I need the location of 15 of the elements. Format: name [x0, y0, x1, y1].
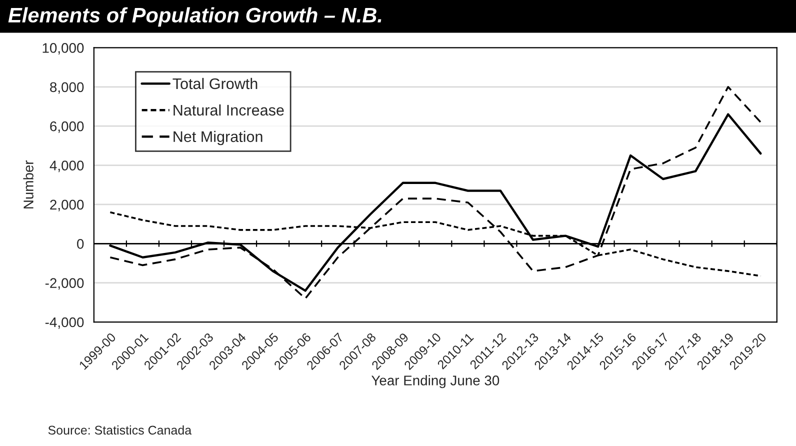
legend-label: Total Growth — [172, 78, 258, 90]
y-tick-label: 4,000 — [50, 160, 84, 172]
y-tick-label: -4,000 — [45, 317, 84, 329]
x-axis-title: Year Ending June 30 — [371, 375, 500, 388]
y-tick-label: 2,000 — [50, 200, 84, 212]
chart-title: Elements of Population Growth – N.B. — [8, 7, 382, 27]
y-tick-label: 8,000 — [50, 82, 84, 94]
y-tick-label: -2,000 — [45, 278, 84, 290]
y-tick-label: 6,000 — [50, 121, 84, 133]
y-axis-title: Number — [23, 160, 34, 208]
y-tick-label: 10,000 — [42, 43, 84, 55]
y-tick-label: 0 — [77, 238, 84, 249]
source-note: Source: Statistics Canada — [48, 425, 192, 435]
legend-label: Natural Increase — [174, 104, 284, 116]
legend-label: Net Migration — [174, 130, 262, 146]
